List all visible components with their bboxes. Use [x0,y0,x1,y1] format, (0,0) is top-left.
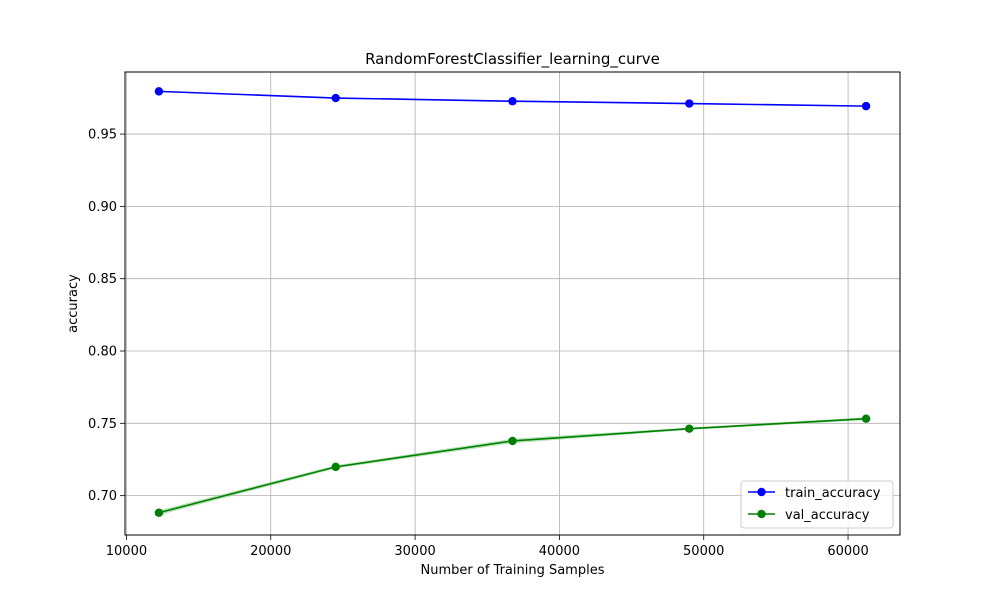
train-accuracy-point [154,87,164,96]
y-tick-label: 0.70 [88,489,117,504]
data-series [154,87,871,517]
legend: train_accuracy val_accuracy [740,480,894,529]
x-tick-label: 50000 [683,544,724,559]
x-axis-ticks: 10000 20000 30000 40000 50000 60000 [106,535,869,559]
val-accuracy-point [685,424,694,433]
y-axis-ticks: 0.70 0.75 0.80 0.85 0.90 0.95 [88,128,125,504]
y-tick-label: 0.85 [88,272,117,287]
val-accuracy-point [861,414,871,423]
y-axis-label: accuracy [66,274,81,333]
y-tick-label: 0.75 [88,417,117,432]
x-tick-label: 30000 [394,544,435,559]
y-tick-label: 0.80 [88,345,117,360]
legend-val-marker [757,509,766,519]
val-accuracy-point [154,508,164,517]
val-accuracy-point [331,462,340,472]
legend-box [740,480,894,529]
plot-frame [124,71,901,536]
train-accuracy-point [861,101,871,111]
train-accuracy-point [331,93,340,103]
legend-train-marker [757,487,766,497]
grid-lines [125,72,900,535]
confidence-bands [158,91,867,516]
x-tick-label: 40000 [539,544,580,559]
chart-title: RandomForestClassifier_learning_curve [365,50,660,69]
x-tick-label: 20000 [250,544,291,559]
x-tick-label: 60000 [827,544,868,559]
y-tick-label: 0.95 [88,128,117,143]
x-tick-label: 10000 [106,544,147,559]
train-accuracy-point [508,97,517,106]
legend-val-label: val_accuracy [785,508,870,523]
x-axis-label: Number of Training Samples [421,563,605,578]
y-tick-label: 0.90 [88,200,117,215]
train-accuracy-point [685,99,694,108]
legend-train-label: train_accuracy [785,486,881,501]
val-accuracy-point [508,436,517,446]
